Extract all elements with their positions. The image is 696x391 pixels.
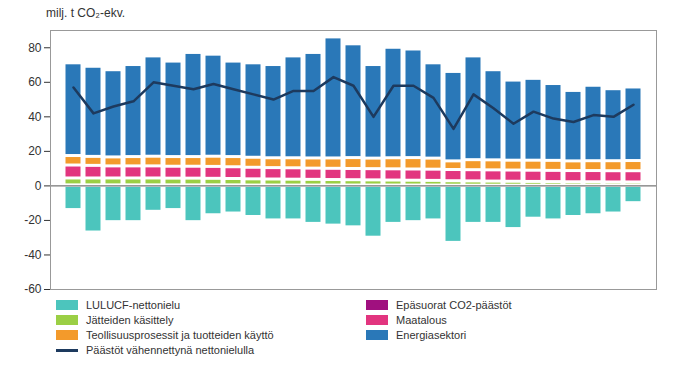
svg-text:40: 40	[28, 110, 42, 124]
svg-text:-60: -60	[24, 282, 42, 296]
html-text:Päästöt vähennettynä nettoniel: Päästöt vähennettynä nettonielulla	[86, 344, 255, 356]
svg-text:20: 20	[28, 144, 42, 158]
html-text:Teollisuusprosessit ja tuottei: Teollisuusprosessit ja tuotteiden käyttö	[86, 329, 274, 341]
html-text:Jätteiden käsittely: Jätteiden käsittely	[86, 314, 174, 326]
svg-text:0: 0	[35, 179, 42, 193]
svg-text:-20: -20	[24, 213, 42, 227]
svg-text:-40: -40	[24, 248, 42, 262]
html-text:LULUCF-nettonielu: LULUCF-nettonielu	[86, 299, 181, 311]
html-text:Epäsuorat CO2-päästöt: Epäsuorat CO2-päästöt	[396, 299, 512, 311]
svg-text:80: 80	[28, 41, 42, 55]
html-text:Maatalous: Maatalous	[396, 314, 447, 326]
svg-text:60: 60	[28, 75, 42, 89]
html-text:milj. t CO₂-ekv.: milj. t CO₂-ekv.	[46, 6, 126, 20]
html-text:Energiasektori: Energiasektori	[396, 329, 467, 341]
